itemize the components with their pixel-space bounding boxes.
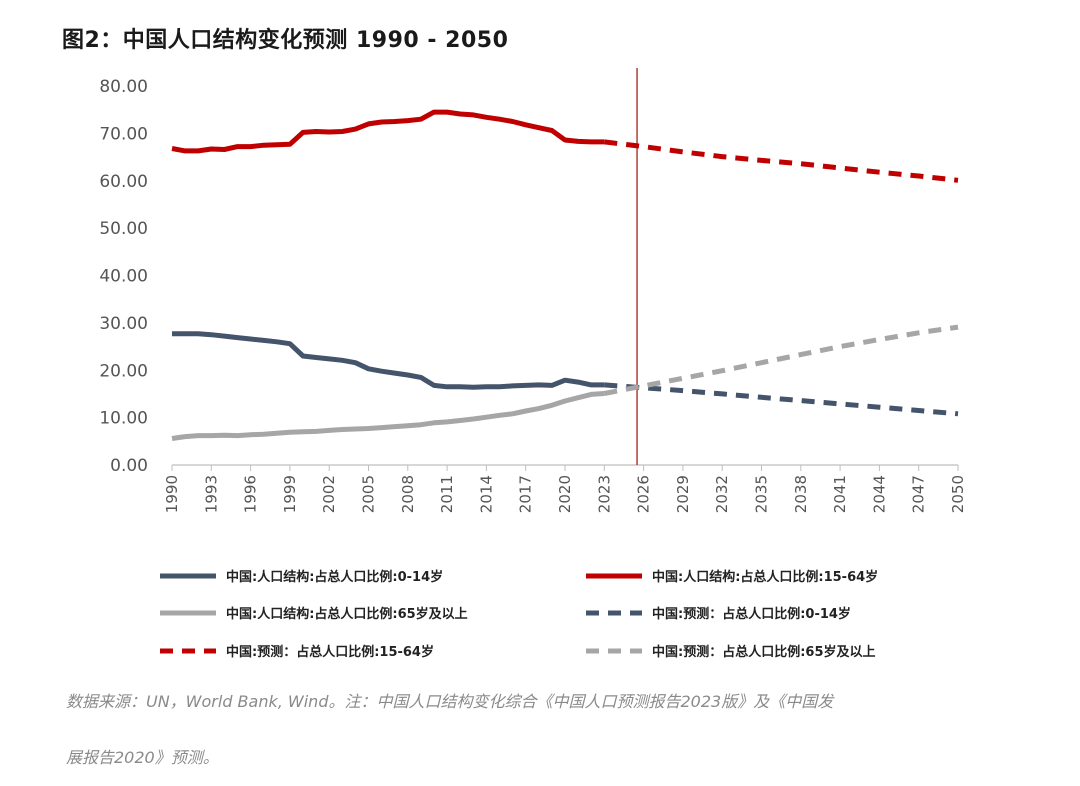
- x-tick-label: 2002: [320, 475, 338, 513]
- x-tick-label: 1990: [163, 475, 181, 513]
- legend-label: 中国:预测：占总人口比例:65岁及以上: [652, 644, 876, 660]
- legend-item-6: 中国:预测：占总人口比例:65岁及以上: [586, 644, 876, 660]
- x-tick-label: 2023: [595, 475, 613, 513]
- x-tick-label: 2026: [635, 475, 653, 513]
- legend-item-4: 中国:预测：占总人口比例:0-14岁: [586, 606, 851, 622]
- y-tick-label: 50.00: [99, 219, 148, 239]
- y-tick-label: 30.00: [99, 314, 148, 334]
- x-tick-label: 2011: [438, 475, 456, 513]
- series-layer: [171, 109, 959, 441]
- x-tick-label: 2035: [753, 475, 771, 513]
- x-tick-label: 1996: [242, 475, 260, 513]
- x-tick-label: 2017: [517, 475, 535, 513]
- x-tick-label: 2008: [399, 475, 417, 513]
- legend-item-3: 中国:人口结构:占总人口比例:65岁及以上: [160, 606, 468, 622]
- legend-label: 中国:预测：占总人口比例:15-64岁: [226, 644, 434, 660]
- series-line-4: [604, 382, 959, 417]
- y-tick-label: 0.00: [110, 456, 148, 476]
- x-tick-label: 2050: [949, 475, 967, 513]
- source-note-line-2: 展报告2020》预测。: [66, 748, 219, 767]
- y-tick-label: 70.00: [99, 124, 148, 144]
- x-tick-label: 2029: [674, 475, 692, 513]
- axes-layer: 0.00 10.00 20.00 30.00 40.00 50.00 60.00 70.00 8…: [99, 68, 967, 513]
- line-chart: 0.00 10.00 20.00 30.00 40.00 50.00 60.00 70.00 8…: [99, 68, 967, 660]
- legend-item-1: 中国:人口结构:占总人口比例:0-14岁: [160, 569, 443, 585]
- x-tick-label: 2047: [910, 475, 928, 513]
- source-note-line-1: 数据来源：UN，World Bank, Wind。注：中国人口结构变化综合《中国…: [66, 692, 834, 711]
- series-line-3: [171, 391, 605, 441]
- series-line-6: [603, 324, 959, 396]
- legend: 中国:人口结构:占总人口比例:0-14岁 中国:人口结构:占总人口比例:15-64…: [160, 569, 878, 660]
- series-line-1: [172, 331, 605, 390]
- x-tick-label: 2020: [556, 475, 574, 513]
- x-tick-label: 2032: [713, 475, 731, 513]
- legend-label: 中国:人口结构:占总人口比例:0-14岁: [226, 569, 443, 585]
- x-tick-label: 2044: [870, 475, 888, 513]
- x-tick-label: 2005: [360, 475, 378, 513]
- x-tick-label: 2041: [831, 475, 849, 513]
- x-tick-label: 2038: [792, 475, 810, 513]
- x-tick-label: 1999: [281, 475, 299, 513]
- chart-title: 图2：中国人口结构变化预测 1990 - 2050: [62, 28, 509, 53]
- y-tick-label: 10.00: [99, 409, 148, 429]
- y-tick-label: 80.00: [99, 77, 148, 97]
- series-line-5: [604, 139, 959, 183]
- x-tick-label: 2014: [477, 475, 495, 513]
- legend-item-5: 中国:预测：占总人口比例:15-64岁: [160, 644, 434, 660]
- legend-label: 中国:人口结构:占总人口比例:65岁及以上: [226, 606, 468, 622]
- y-tick-label: 20.00: [99, 361, 148, 381]
- legend-label: 中国:预测：占总人口比例:0-14岁: [652, 606, 851, 622]
- y-tick-label: 40.00: [99, 267, 148, 287]
- legend-item-2: 中国:人口结构:占总人口比例:15-64岁: [586, 569, 878, 585]
- series-line-2: [171, 109, 605, 154]
- x-tick-label: 1993: [202, 475, 220, 513]
- y-tick-label: 60.00: [99, 172, 148, 192]
- legend-label: 中国:人口结构:占总人口比例:15-64岁: [652, 569, 878, 585]
